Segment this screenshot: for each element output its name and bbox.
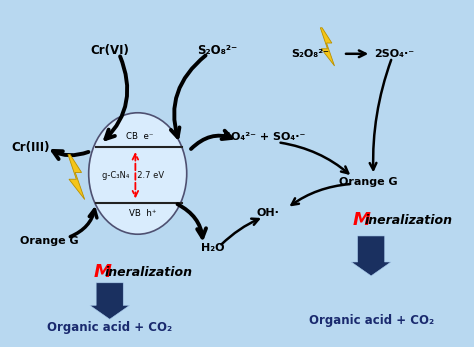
Text: VB  h⁺: VB h⁺	[128, 209, 156, 218]
Ellipse shape	[89, 113, 187, 234]
Text: S₂O₈²⁻: S₂O₈²⁻	[292, 49, 329, 59]
Polygon shape	[68, 154, 85, 200]
Text: Organic acid + CO₂: Organic acid + CO₂	[47, 321, 172, 335]
Text: Orange G: Orange G	[20, 236, 78, 246]
Text: H₂O: H₂O	[201, 243, 224, 253]
Text: M: M	[93, 263, 111, 281]
Text: Organic acid + CO₂: Organic acid + CO₂	[309, 314, 434, 328]
Text: OH·: OH·	[257, 209, 280, 218]
FancyArrow shape	[90, 283, 129, 319]
Text: S₂O₈²⁻: S₂O₈²⁻	[197, 44, 237, 57]
Text: Cr(III): Cr(III)	[11, 141, 50, 154]
FancyArrow shape	[351, 236, 391, 276]
Text: CB  e⁻: CB e⁻	[127, 132, 154, 141]
Text: SO₄²⁻ + SO₄·⁻: SO₄²⁻ + SO₄·⁻	[223, 132, 305, 142]
Text: M: M	[353, 211, 370, 229]
Text: g-C₃N₄   2.7 eV: g-C₃N₄ 2.7 eV	[102, 171, 164, 180]
Text: Orange G: Orange G	[339, 177, 398, 187]
Text: ineralization: ineralization	[105, 266, 193, 279]
Text: 2SO₄·⁻: 2SO₄·⁻	[374, 49, 415, 59]
Polygon shape	[320, 28, 335, 66]
Text: ineralization: ineralization	[364, 214, 452, 227]
Text: Cr(VI): Cr(VI)	[90, 44, 129, 57]
